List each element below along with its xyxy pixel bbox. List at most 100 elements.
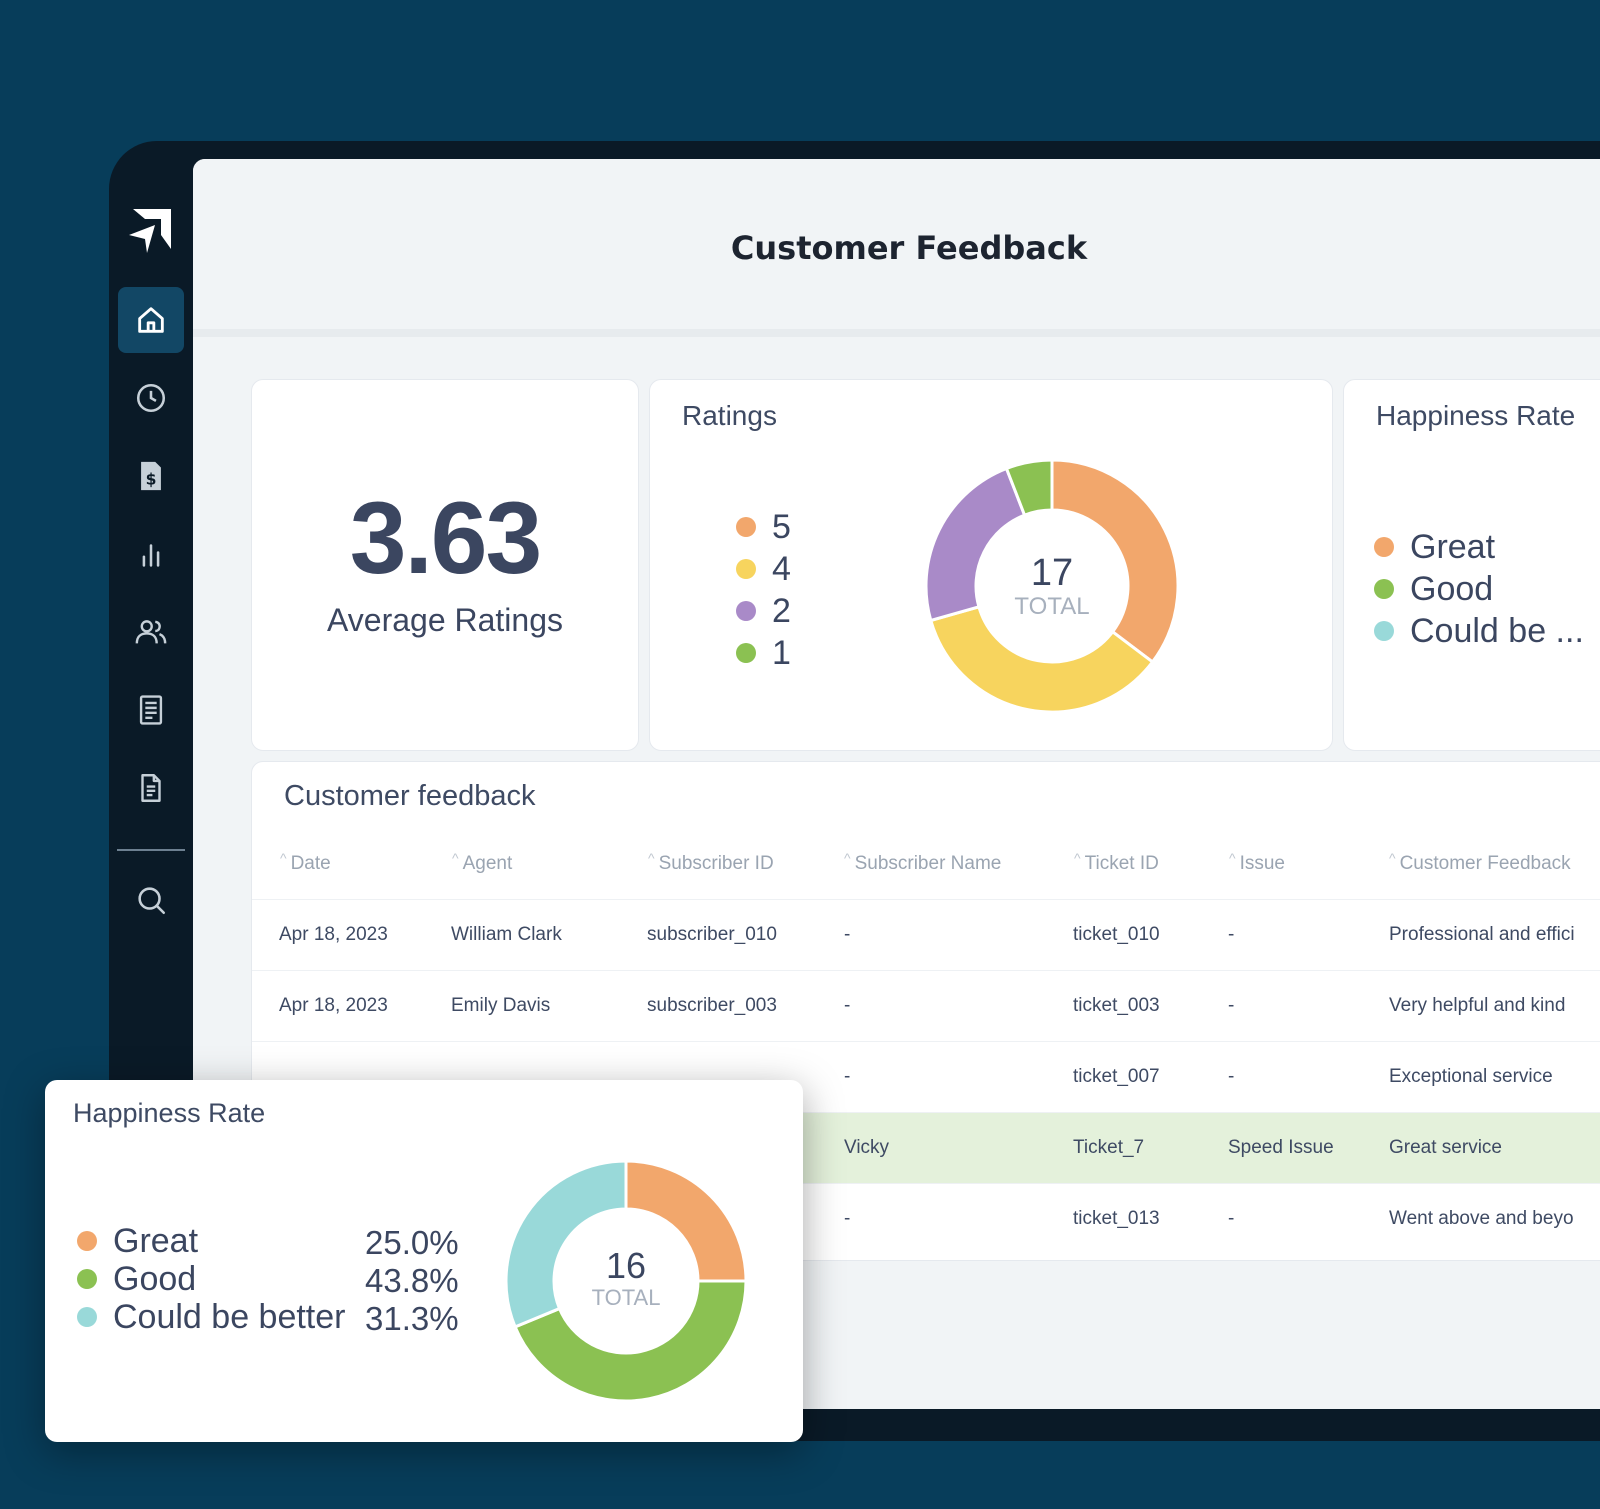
cell-subscriber-id: subscriber_010 [647,924,777,945]
ratings-total-label: TOTAL [1014,593,1090,620]
cell-issue: - [1228,924,1235,945]
clock-icon [136,383,166,413]
nav-history[interactable] [118,365,184,431]
cell-ticket-id: ticket_007 [1073,1066,1160,1087]
home-icon [138,307,164,333]
ratings-donut-chart [924,458,1180,714]
happiness-total-label: TOTAL [591,1285,661,1310]
cell-date: Apr 18, 2023 [279,924,388,945]
legend-label: 4 [772,549,791,588]
donut-slice[interactable] [513,1279,748,1403]
happiness-rate-popup: Happiness Rate Great Good Could be bette… [45,1080,803,1442]
donut-slice[interactable] [504,1159,628,1329]
table-row[interactable]: - ticket_007 - Exceptional service [252,1041,1600,1112]
invoice-icon: $ [141,461,161,491]
happiness-total: 16 [605,1245,647,1286]
legend-item: Good [1374,568,1584,610]
cell-agent: William Clark [451,924,562,945]
nav-users[interactable] [118,599,184,665]
cell-subscriber-name: - [844,1066,851,1087]
average-label: Average Ratings [327,602,563,638]
search-icon [138,887,166,915]
nav-home[interactable] [118,287,184,353]
legend-item: Great [77,1222,346,1260]
cell-issue: - [1228,995,1235,1016]
cell-issue: - [1228,1208,1235,1229]
report-icon [139,695,163,725]
donut-slice[interactable] [624,1159,748,1283]
table-row[interactable]: - ticket_013 - Went above and beyo [252,1183,1600,1254]
happiness-donut-chart [504,1159,748,1403]
table-row[interactable]: Apr 18, 2023 Emily Davis subscriber_003 … [252,970,1600,1041]
legend-label: Good [1410,569,1494,608]
column-header-customer-feedback[interactable]: ^ Customer Feedback [1389,850,1571,874]
legend-label: 2 [772,591,791,630]
happiness-legend: Great Good Could be ... [1374,526,1584,652]
cell-feedback: Professional and effici [1389,924,1575,945]
column-header-issue[interactable]: ^ Issue [1229,850,1285,874]
nav-documents[interactable] [118,755,184,821]
cell-ticket-id: ticket_013 [1073,1208,1160,1229]
cell-subscriber-name: - [844,995,851,1016]
cell-ticket-id: ticket_010 [1073,924,1160,945]
popup-legend: Great Good Could be better [77,1222,346,1336]
donut-slice[interactable] [928,604,1155,714]
legend-dot [736,517,756,537]
main-screen: Customer Feedback 3.63 Average Ratings R… [193,159,1600,1409]
nav-reports[interactable] [118,677,184,743]
legend-label: Good [113,1259,197,1298]
legend-label: Great [113,1221,199,1260]
legend-label: Great [1410,527,1496,566]
cell-feedback: Exceptional service [1389,1066,1553,1087]
legend-item: Good [77,1260,346,1298]
legend-dot [1374,537,1394,557]
legend-dot [1374,621,1394,641]
cell-date: Apr 18, 2023 [279,995,388,1016]
cell-issue: - [1228,1066,1235,1087]
nav-search[interactable] [118,867,184,933]
legend-item: Great [1374,526,1584,568]
cell-ticket-id: ticket_003 [1073,995,1160,1016]
donut-slice[interactable] [1050,458,1180,665]
table-row[interactable]: Apr 18, 2023 William Clark subscriber_01… [252,899,1600,970]
legend-item: Could be ... [1374,610,1584,652]
pct-great: 25.0% [365,1224,459,1261]
legend-dot [77,1231,97,1251]
legend-dot [1374,579,1394,599]
cell-subscriber-id: subscriber_003 [647,995,777,1016]
nav-analytics[interactable] [118,521,184,587]
column-header-agent[interactable]: ^ Agent [452,850,513,874]
table-title: Customer feedback [284,780,536,812]
cell-feedback: Went above and beyo [1389,1208,1574,1229]
nav-divider [117,849,185,851]
document-icon [141,774,161,802]
ratings-donut-center: 17 TOTAL [1002,552,1102,621]
pct-could-be-better: 31.3% [365,1300,459,1337]
average-ratings-card: 3.63 Average Ratings [251,379,639,751]
legend-dot [736,643,756,663]
popup-title: Happiness Rate [73,1098,266,1128]
legend-item: 1 [736,632,791,674]
legend-label: 5 [772,507,791,546]
svg-text:$: $ [146,471,157,489]
column-header-date[interactable]: ^ Date [280,850,331,874]
legend-dot [77,1269,97,1289]
legend-label: Could be better [113,1297,346,1336]
column-header-ticket-id[interactable]: ^ Ticket ID [1074,850,1159,874]
cell-ticket-id: Ticket_7 [1073,1137,1145,1158]
sidebar: $ [109,141,193,1441]
cell-subscriber-name: Vicky [844,1137,890,1158]
ratings-card: Ratings 5 4 2 1 17 TOTAL [649,379,1333,751]
column-header-subscriber-name[interactable]: ^ Subscriber Name [844,850,1002,874]
users-icon [135,620,167,644]
legend-item: 4 [736,548,791,590]
column-header-subscriber-id[interactable]: ^ Subscriber ID [648,850,774,874]
donut-slice[interactable] [1004,458,1054,518]
cell-issue: Speed Issue [1228,1137,1334,1158]
legend-item: 2 [736,590,791,632]
header: Customer Feedback [193,159,1600,337]
pct-good: 43.8% [365,1262,459,1299]
nav-billing[interactable]: $ [118,443,184,509]
average-value: 3.63 [349,481,543,595]
page-title: Customer Feedback [730,229,1088,267]
